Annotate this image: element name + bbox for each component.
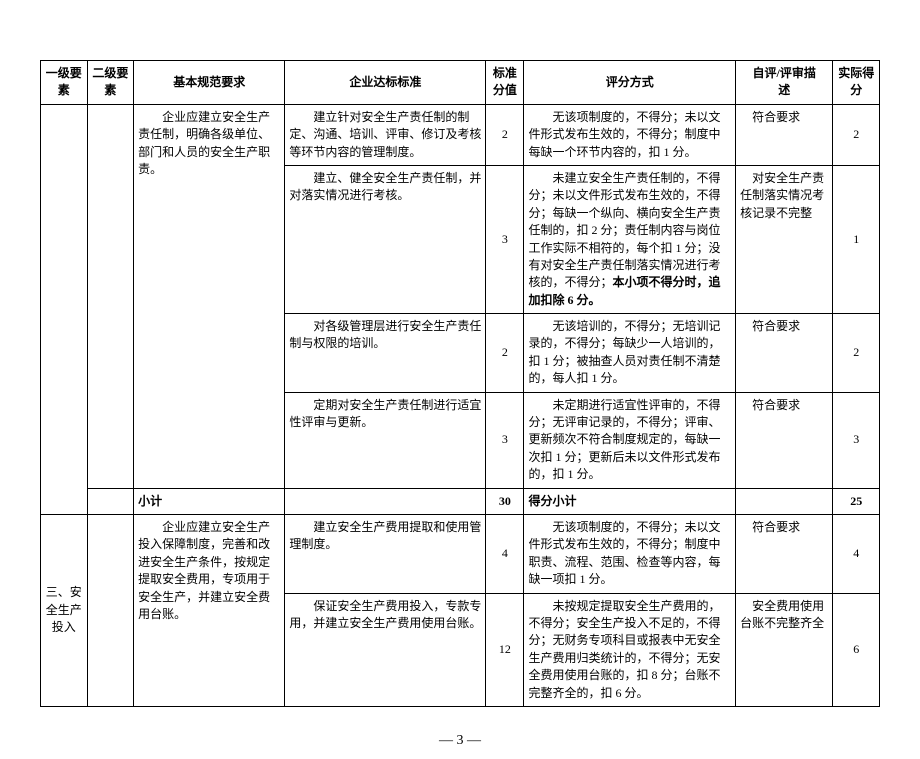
- cell-score-value: 2: [486, 104, 524, 165]
- hdr-basic-req: 基本规范要求: [134, 61, 285, 105]
- cell-subtotal-label: 小计: [134, 488, 285, 514]
- cell-level1-section2: 三、安全生产投入: [41, 514, 88, 706]
- cell-basic-req: 企业应建立安全生产责任制，明确各级单位、部门和人员的安全生产职责。: [134, 104, 285, 488]
- cell-subtotal-c8: 25: [833, 488, 880, 514]
- cell-scoring: 无该项制度的，不得分；未以文件形式发布生效的，不得分；制度中每缺一个环节内容的，…: [524, 104, 736, 165]
- cell-standard: 建立针对安全生产责任制的制定、沟通、培训、评审、修订及考核等环节内容的管理制度。: [285, 104, 486, 165]
- evaluation-table: 一级要素 二级要素 基本规范要求 企业达标标准 标准分值 评分方式 自评/评审描…: [40, 60, 880, 707]
- cell-review: 安全费用使用台账不完整齐全: [736, 593, 833, 706]
- cell-standard: 对各级管理层进行安全生产责任制与权限的培训。: [285, 314, 486, 393]
- cell-score-value: 2: [486, 314, 524, 393]
- page-number: — 3 —: [40, 733, 880, 749]
- hdr-level1: 一级要素: [41, 61, 88, 105]
- cell-scoring: 无该项制度的，不得分；未以文件形式发布生效的，不得分；制度中职责、流程、范围、检…: [524, 514, 736, 593]
- cell-scoring-text: 未建立安全生产责任制的，不得分；未以文件形式发布生效的，不得分；每缺一个纵向、横…: [528, 171, 720, 289]
- hdr-actual-score: 实际得分: [833, 61, 880, 105]
- cell-actual: 4: [833, 514, 880, 593]
- cell-actual: 2: [833, 314, 880, 393]
- hdr-self-review: 自评/评审描 述: [736, 61, 833, 105]
- cell-actual: 6: [833, 593, 880, 706]
- cell-score-value: 3: [486, 165, 524, 313]
- table-row: 企业应建立安全生产责任制，明确各级单位、部门和人员的安全生产职责。 建立针对安全…: [41, 104, 880, 165]
- cell-score-value: 4: [486, 514, 524, 593]
- cell-scoring: 未建立安全生产责任制的，不得分；未以文件形式发布生效的，不得分；每缺一个纵向、横…: [524, 165, 736, 313]
- cell-actual: 3: [833, 392, 880, 488]
- cell-score-value: 12: [486, 593, 524, 706]
- hdr-standard: 企业达标标准: [285, 61, 486, 105]
- cell-standard: 保证安全生产费用投入，专款专用，并建立安全生产费用使用台账。: [285, 593, 486, 706]
- cell-scoring: 未定期进行适宜性评审的，不得分；无评审记录的，不得分；评审、更新频次不符合制度规…: [524, 392, 736, 488]
- cell-level2: [87, 104, 134, 488]
- cell-subtotal-c5: 30: [486, 488, 524, 514]
- cell-subtotal-c6: 得分小计: [524, 488, 736, 514]
- cell-level2-section2: [87, 514, 134, 706]
- cell-standard: 建立、健全安全生产责任制，并对落实情况进行考核。: [285, 165, 486, 313]
- cell-basic-req: 企业应建立安全生产投入保障制度，完善和改进安全生产条件，按规定提取安全费用，专项…: [134, 514, 285, 706]
- header-row: 一级要素 二级要素 基本规范要求 企业达标标准 标准分值 评分方式 自评/评审描…: [41, 61, 880, 105]
- cell-score-value: 3: [486, 392, 524, 488]
- cell-actual: 1: [833, 165, 880, 313]
- table-row: 三、安全生产投入 企业应建立安全生产投入保障制度，完善和改进安全生产条件，按规定…: [41, 514, 880, 593]
- subtotal-row: 小计 30 得分小计 25: [41, 488, 880, 514]
- cell-standard: 定期对安全生产责任制进行适宜性评审与更新。: [285, 392, 486, 488]
- cell-scoring: 未按规定提取安全生产费用的，不得分；安全生产投入不足的，不得分；无财务专项科目或…: [524, 593, 736, 706]
- hdr-level2: 二级要素: [87, 61, 134, 105]
- cell-review: 符合要求: [736, 104, 833, 165]
- cell-review: 对安全生产责任制落实情况考核记录不完整: [736, 165, 833, 313]
- cell-actual: 2: [833, 104, 880, 165]
- cell-scoring: 无该培训的，不得分；无培训记录的，不得分；每缺少一人培训的，扣 1 分；被抽查人…: [524, 314, 736, 393]
- cell-review: 符合要求: [736, 514, 833, 593]
- cell-level1: [41, 104, 88, 514]
- cell-subtotal-c7: [736, 488, 833, 514]
- cell-subtotal-blank: [285, 488, 486, 514]
- cell-standard: 建立安全生产费用提取和使用管理制度。: [285, 514, 486, 593]
- cell-review: 符合要求: [736, 314, 833, 393]
- cell-review: 符合要求: [736, 392, 833, 488]
- cell-subtotal-label-c2: [87, 488, 134, 514]
- hdr-score-value: 标准分值: [486, 61, 524, 105]
- hdr-scoring-method: 评分方式: [524, 61, 736, 105]
